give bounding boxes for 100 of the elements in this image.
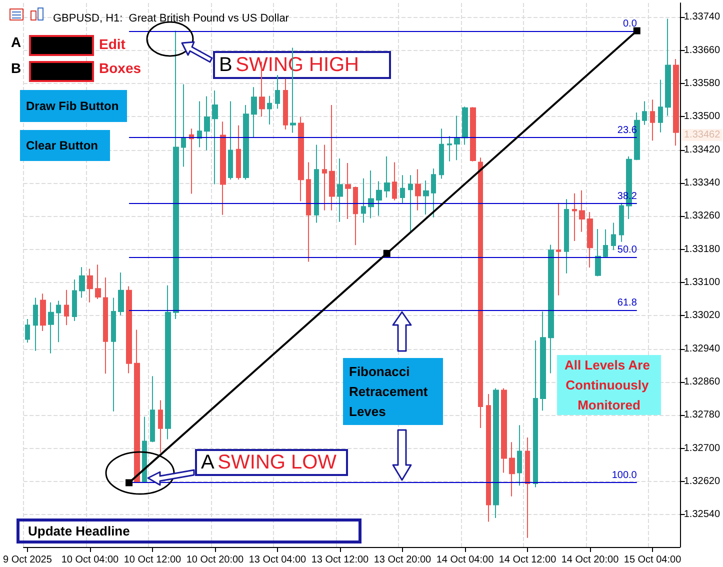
candlestick — [33, 297, 38, 352]
y-tick-label: 1.32540 — [684, 509, 720, 520]
text: GBPUSD, H1: Great British Pound vs US Dollar — [53, 12, 290, 24]
x-tick-label: 10 Oct 12:00 — [124, 554, 182, 566]
candlestick — [376, 180, 382, 216]
y-tick-label: 1.33580 — [684, 78, 720, 89]
candlestick — [619, 202, 624, 242]
candlestick — [345, 162, 351, 220]
candlestick — [48, 302, 54, 354]
candlestick — [118, 272, 124, 316]
y-tick-label: 1.32620 — [684, 476, 720, 487]
candlestick — [337, 158, 343, 222]
text: A — [11, 34, 22, 50]
candlestick — [158, 400, 163, 454]
candlestick — [134, 329, 140, 484]
y-tick-label: 1.32700 — [684, 442, 720, 454]
annotation: 61.8 — [617, 298, 638, 309]
candlestick — [650, 99, 655, 142]
candlestick — [470, 106, 476, 162]
candlestick — [665, 18, 671, 116]
candlestick — [298, 116, 304, 202]
candlestick — [111, 297, 116, 412]
candlestick — [493, 388, 499, 518]
candlestick — [415, 168, 421, 211]
candlestick — [447, 136, 452, 162]
candlestick — [658, 79, 663, 133]
candlestick — [431, 168, 436, 218]
y-tick-label: 1.33660 — [684, 44, 720, 56]
x-tick-label: 13 Oct 12:00 — [311, 554, 370, 566]
candlestick — [579, 190, 585, 232]
y-tick-label: 1.33740 — [684, 12, 720, 23]
candlestick — [517, 424, 522, 486]
candlestick — [267, 95, 272, 125]
candlestick — [197, 100, 202, 148]
annotation: A — [201, 452, 215, 474]
candlestick — [423, 180, 429, 215]
candlestick — [595, 228, 601, 277]
candlestick — [408, 174, 413, 232]
x-tick-label: 10 Oct 04:00 — [61, 554, 120, 566]
candlestick — [642, 100, 647, 126]
y-tick-label: 1.32780 — [684, 410, 720, 421]
candlestick — [400, 174, 405, 204]
y-tick-label: 1.33020 — [684, 310, 720, 322]
y-tick-label: 1.33260 — [684, 210, 720, 222]
annotation: Edit — [99, 36, 126, 52]
candlestick — [72, 279, 77, 322]
x-tick-label: 13 Oct 04:00 — [248, 554, 307, 566]
annotation: 50.0 — [617, 244, 638, 256]
point — [383, 250, 390, 257]
annotation: All Levels Are Continuously Monitored — [564, 358, 654, 412]
candlestick — [673, 58, 679, 146]
candlestick — [306, 162, 311, 262]
annotation: Fibonacci Retracement Leves — [349, 364, 432, 419]
y-tick-label: 1.33180 — [684, 244, 720, 255]
candlestick — [275, 74, 280, 110]
candlestick — [486, 394, 491, 522]
annotation: Clear Button — [26, 138, 98, 152]
candlestick — [611, 222, 616, 251]
candlestick — [392, 162, 397, 201]
candlestick — [150, 376, 155, 443]
candlestick — [314, 144, 319, 224]
point — [633, 27, 640, 34]
x-tick-label: 9 Oct 2025 — [2, 554, 52, 566]
candlestick — [40, 293, 46, 332]
candlestick — [173, 30, 179, 320]
text: 1.33462 — [684, 130, 721, 140]
candlestick — [87, 268, 93, 303]
candlestick — [243, 104, 249, 180]
candlestick — [439, 128, 444, 180]
candlestick — [165, 284, 171, 440]
candlestick — [251, 86, 257, 138]
candlestick — [509, 442, 515, 497]
text: B — [11, 60, 22, 76]
candlestick — [533, 340, 538, 488]
candlestick — [64, 289, 69, 326]
annotation: Update Headline — [28, 524, 130, 538]
y-tick-label: 1.33500 — [684, 111, 720, 122]
candlestick — [126, 286, 132, 374]
candlestick — [540, 310, 546, 412]
x-tick-label: 14 Oct 12:00 — [498, 554, 557, 566]
candlestick — [368, 170, 374, 219]
point — [126, 479, 133, 486]
candlestick — [142, 416, 147, 484]
y-tick-label: 1.33420 — [684, 144, 720, 156]
candlestick — [95, 264, 101, 300]
y-tick-label: 1.32860 — [684, 376, 720, 388]
candlestick — [228, 100, 233, 180]
candlestick — [329, 104, 335, 211]
candlestick — [556, 202, 561, 296]
candlestick — [212, 90, 218, 185]
candlestick — [525, 437, 530, 538]
candlestick — [189, 128, 194, 194]
candlestick — [462, 106, 468, 146]
candlestick — [587, 211, 593, 268]
candlestick — [103, 276, 108, 374]
x-tick-label: 10 Oct 20:00 — [186, 554, 244, 566]
candlestick — [283, 78, 288, 130]
candlestick — [603, 228, 608, 258]
y-tick-label: 1.33340 — [684, 177, 720, 188]
x-tick-label: 13 Oct 20:00 — [374, 554, 432, 566]
